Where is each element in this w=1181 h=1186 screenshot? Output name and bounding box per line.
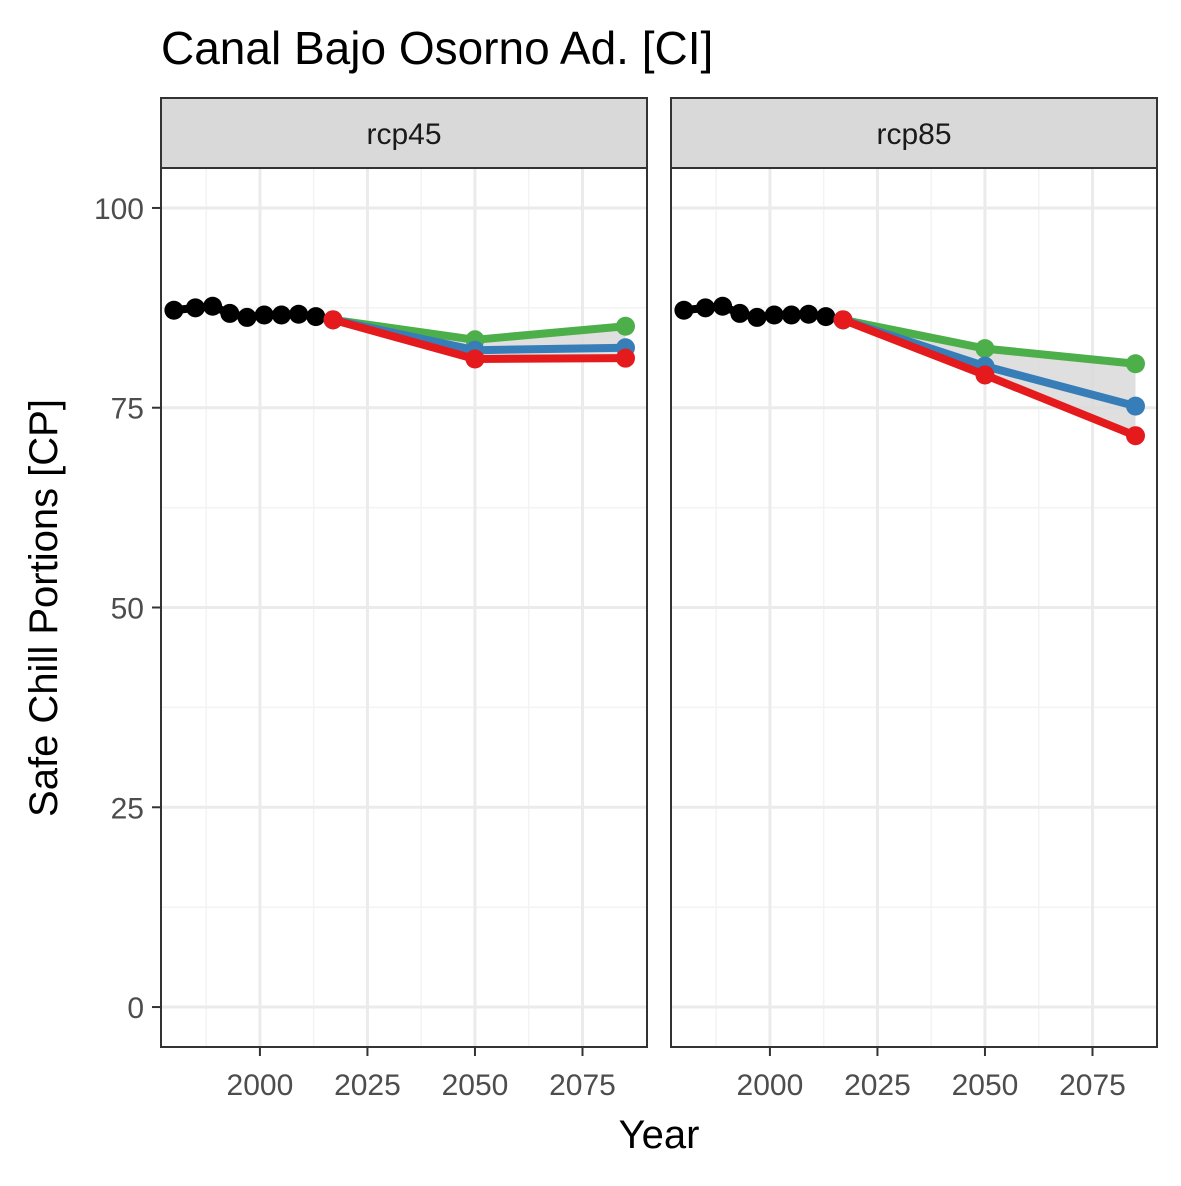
historical-point (185, 298, 205, 318)
chart-title: Canal Bajo Osorno Ad. [CI] (161, 22, 713, 74)
historical-point (713, 296, 733, 316)
historical-point (695, 298, 715, 318)
y-tick-label: 50 (111, 593, 144, 626)
series-point-low (833, 310, 853, 330)
series-point-high (975, 339, 995, 359)
historical-point (764, 305, 784, 325)
x-axis-title: Year (619, 1113, 700, 1157)
x-tick-label: 2075 (549, 1069, 616, 1102)
series-point-low (615, 348, 635, 368)
historical-point (306, 307, 326, 327)
y-tick-label: 0 (127, 992, 144, 1025)
historical-point (816, 307, 836, 327)
historical-point (237, 307, 257, 327)
series-point-low (465, 349, 485, 369)
panels-layer: rcp45 2000 2025 2050 2075 0 25 50 75 100 rcp85 2000… (94, 97, 1158, 1102)
historical-point (220, 303, 240, 323)
historical-point (254, 305, 274, 325)
panel-rcp85: rcp85 2000 2025 2050 2075 (670, 97, 1158, 1102)
y-tick-label: 100 (94, 193, 144, 226)
historical-point (271, 305, 291, 325)
series-point-low (975, 365, 995, 385)
series-point-low (323, 310, 343, 330)
historical-point (799, 304, 819, 324)
historical-point (203, 296, 223, 316)
x-tick-label: 2025 (334, 1069, 401, 1102)
y-axis-title: Safe Chill Portions [CP] (22, 399, 66, 817)
series-point-high (1125, 354, 1145, 374)
facet-strip (670, 97, 1158, 169)
x-tick-label: 2050 (442, 1069, 509, 1102)
historical-point (781, 305, 801, 325)
x-tick-label: 2050 (952, 1069, 1019, 1102)
historical-point (289, 304, 309, 324)
facet-strip-label: rcp45 (366, 118, 441, 151)
series-point-low (1125, 426, 1145, 446)
x-tick-label: 2000 (227, 1069, 294, 1102)
historical-point (747, 307, 767, 327)
ribbon-rcp85 (843, 319, 1136, 436)
x-tick-label: 2075 (1059, 1069, 1126, 1102)
historical-point (164, 300, 184, 320)
x-tick-label: 2025 (844, 1069, 911, 1102)
facet-strip (160, 97, 648, 169)
y-tick-label: 75 (111, 393, 144, 426)
panel-rcp45: rcp45 2000 2025 2050 2075 0 25 50 75 100 (94, 97, 648, 1102)
y-tick-label: 25 (111, 792, 144, 825)
historical-point (674, 300, 694, 320)
x-tick-label: 2000 (737, 1069, 804, 1102)
series-point-high (615, 316, 635, 336)
facet-strip-label: rcp85 (876, 118, 951, 151)
series-point-mid (1125, 396, 1145, 416)
historical-point (730, 303, 750, 323)
